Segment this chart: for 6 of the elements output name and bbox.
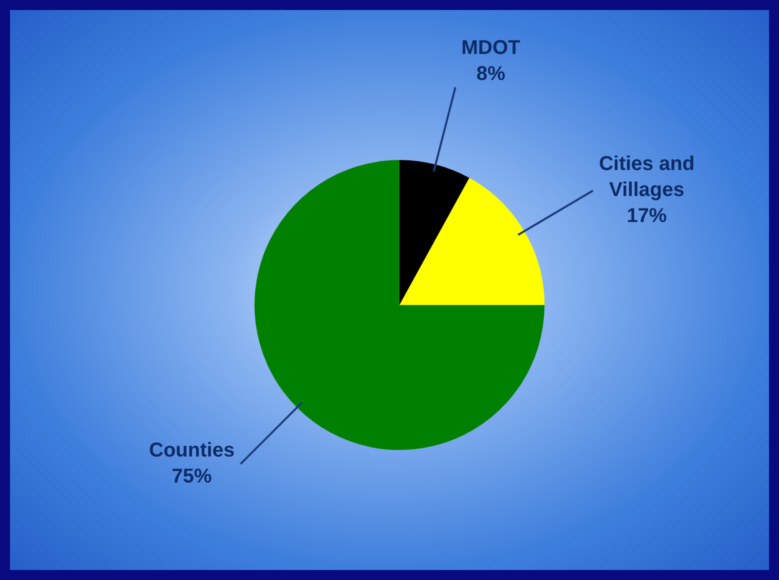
- data-label: 17%: [626, 205, 667, 228]
- data-label: 75%: [172, 465, 212, 488]
- slice-label: Cities and Villages: [598, 153, 695, 202]
- slice-label: MDOT: [461, 36, 520, 59]
- slice-label: Counties: [149, 439, 235, 462]
- data-label: 8%: [476, 62, 506, 85]
